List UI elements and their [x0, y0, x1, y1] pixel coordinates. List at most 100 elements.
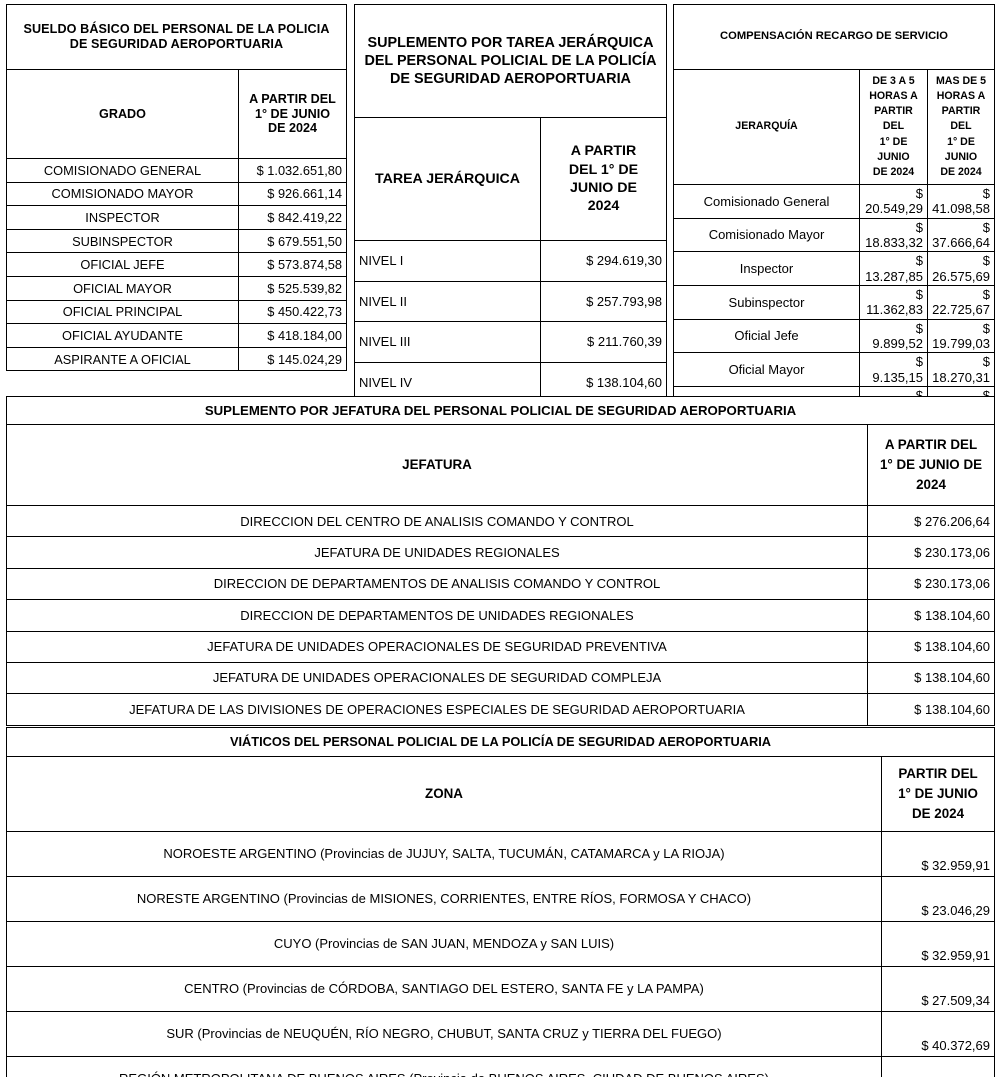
tarea-col-valor-line3: JUNIO DE [569, 180, 637, 196]
table-row: NOROESTE ARGENTINO (Provincias de JUJUY,… [6, 831, 996, 877]
viaticos-col-zona: ZONA [6, 756, 882, 832]
recargo-jerarquia: Oficial Jefe [673, 318, 860, 354]
recargo-jerarquia: Oficial Mayor [673, 352, 860, 387]
viaticos-zona: NORESTE ARGENTINO (Provincias de MISIONE… [6, 876, 882, 922]
tarea-nivel: NIVEL III [354, 321, 541, 363]
tarea-col-valor-line1: A PARTIR [570, 143, 637, 160]
table-row: OFICIAL AYUDANTE $ 418.184,00 [6, 323, 347, 348]
viaticos-col-valor-line2: 1° DE JUNIO [898, 785, 978, 801]
table-row: Comisionado Mayor $ 18.833,32 $ 37.666,6… [673, 217, 995, 253]
viaticos-col-valor-line3: DE 2024 [911, 806, 965, 822]
recargo-masde5-line4: 1° DE JUNIO [944, 135, 978, 163]
table-row: Inspector $ 13.287,85 $ 26.575,69 [673, 251, 995, 286]
recargo-de3a5-line3: PARTIR DEL [874, 105, 913, 133]
sueldo-valor: $ 450.422,73 [238, 299, 347, 325]
table-row: OFICIAL PRINCIPAL $ 450.422,73 [6, 299, 347, 325]
jefatura-nombre: DIRECCION DE DEPARTAMENTOS DE UNIDADES R… [6, 599, 868, 632]
recargo-col-de3a5: DE 3 A 5 HORAS A PARTIR DEL 1° DE JUNIO … [859, 69, 928, 185]
jefatura-col-jefatura: JEFATURA [6, 424, 868, 506]
tarea-valor: $ 211.760,39 [540, 321, 667, 363]
recargo-de3a5: $ 9.899,52 [859, 318, 928, 354]
viaticos-zona: CENTRO (Provincias de CÓRDOBA, SANTIAGO … [6, 966, 882, 1012]
table-row: CENTRO (Provincias de CÓRDOBA, SANTIAGO … [6, 966, 996, 1012]
table-row: DIRECCION DEL CENTRO DE ANALISIS COMANDO… [6, 504, 996, 538]
table-sueldo-basico: SUELDO BÁSICO DEL PERSONAL DE LA POLICIA… [6, 4, 347, 372]
recargo-de3a5: $ 9.135,15 [859, 352, 928, 387]
recargo-masde5-line1: MAS DE 5 [935, 75, 987, 88]
recargo-masde5-line2: HORAS A [936, 90, 986, 103]
tarea-nivel: NIVEL I [354, 240, 541, 282]
table-row: OFICIAL JEFE $ 573.874,58 [6, 252, 347, 277]
table-row: COMISIONADO GENERAL $ 1.032.651,80 [6, 158, 347, 183]
table-row: DIRECCION DE DEPARTAMENTOS DE UNIDADES R… [6, 599, 996, 632]
jefatura-nombre: DIRECCION DE DEPARTAMENTOS DE ANALISIS C… [6, 567, 868, 601]
sueldo-valor: $ 842.419,22 [238, 205, 347, 230]
jefatura-valor: $ 276.206,64 [866, 504, 996, 538]
table-row: REGIÓN METROPOLITANA DE BUENOS AIRES (Pr… [6, 1056, 996, 1077]
sueldo-grado: OFICIAL PRINCIPAL [6, 299, 239, 325]
sueldo-valor: $ 679.551,50 [238, 228, 347, 254]
sueldo-valor: $ 573.874,58 [238, 252, 347, 277]
viaticos-zona: REGIÓN METROPOLITANA DE BUENOS AIRES (Pr… [6, 1056, 882, 1077]
sueldo-grado: OFICIAL MAYOR [6, 275, 239, 301]
sueldo-grado: ASPIRANTE A OFICIAL [6, 346, 239, 372]
table-row: NIVEL I $ 294.619,30 [354, 240, 667, 282]
viaticos-col-valor: PARTIR DEL 1° DE JUNIO DE 2024 [880, 756, 996, 832]
jefatura-col-valor-line2: 1° DE JUNIO DE [879, 456, 983, 472]
tarea-jerarquica-title: SUPLEMENTO POR TAREA JERÁRQUICA DEL PERS… [354, 4, 667, 118]
viaticos-valor: $ 32.959,91 [880, 831, 996, 877]
sueldo-basico-title: SUELDO BÁSICO DEL PERSONAL DE LA POLICIA… [6, 4, 347, 70]
recargo-masde5-line3: PARTIR DEL [941, 105, 981, 133]
sueldo-valor: $ 145.024,29 [238, 346, 347, 372]
jefatura-valor: $ 230.173,06 [866, 536, 996, 569]
recargo-col-jerarquia: JERARQUÍA [673, 69, 860, 185]
table-row: JEFATURA DE UNIDADES REGIONALES $ 230.17… [6, 536, 996, 569]
jefatura-valor: $ 138.104,60 [866, 661, 996, 695]
tarea-col-valor-line4: 2024 [587, 198, 620, 215]
table-row: NORESTE ARGENTINO (Provincias de MISIONE… [6, 876, 996, 922]
table-row: SUR (Provincias de NEUQUÉN, RÍO NEGRO, C… [6, 1011, 996, 1057]
recargo-masde5: $ 22.725,67 [927, 284, 995, 320]
recargo-title: COMPENSACIÓN RECARGO DE SERVICIO [673, 4, 995, 70]
jefatura-col-valor-line1: A PARTIR DEL [884, 436, 978, 452]
table-row: ASPIRANTE A OFICIAL $ 145.024,29 [6, 346, 347, 372]
viaticos-title: VIÁTICOS DEL PERSONAL POLICIAL DE LA POL… [5, 727, 996, 757]
jefatura-valor: $ 138.104,60 [866, 630, 996, 663]
recargo-col-masde5: MAS DE 5 HORAS A PARTIR DEL 1° DE JUNIO … [927, 69, 995, 185]
viaticos-valor: $ 27.509,34 [880, 966, 996, 1012]
viaticos-valor: $ 40.372,69 [880, 1011, 996, 1057]
table-row: DIRECCION DE DEPARTAMENTOS DE ANALISIS C… [6, 567, 996, 601]
top-tables-band: SUELDO BÁSICO DEL PERSONAL DE LA POLICIA… [0, 0, 1000, 474]
jefatura-valor: $ 138.104,60 [866, 693, 996, 726]
recargo-de3a5: $ 11.362,83 [859, 284, 928, 320]
jefatura-col-valor: A PARTIR DEL 1° DE JUNIO DE 2024 [866, 424, 996, 506]
table-row: NIVEL II $ 257.793,98 [354, 280, 667, 322]
table-row: JEFATURA DE UNIDADES OPERACIONALES DE SE… [6, 661, 996, 695]
table-row: CUYO (Provincias de SAN JUAN, MENDOZA y … [6, 921, 996, 967]
recargo-de3a5-line2: HORAS A [869, 90, 918, 103]
viaticos-zona: SUR (Provincias de NEUQUÉN, RÍO NEGRO, C… [6, 1011, 882, 1057]
tarea-col-tarea: TAREA JERÁRQUICA [354, 117, 541, 241]
recargo-jerarquia: Inspector [673, 251, 860, 286]
sueldo-grado: COMISIONADO MAYOR [6, 181, 239, 207]
recargo-masde5: $ 26.575,69 [927, 251, 995, 286]
tarea-valor: $ 257.793,98 [540, 280, 667, 322]
viaticos-valor: $ 23.046,29 [880, 876, 996, 922]
recargo-jerarquia: Subinspector [673, 284, 860, 320]
tarea-valor: $ 138.104,60 [540, 361, 667, 403]
jefatura-nombre: JEFATURA DE LAS DIVISIONES DE OPERACIONE… [6, 693, 868, 726]
viaticos-zona: NOROESTE ARGENTINO (Provincias de JUJUY,… [6, 831, 882, 877]
sueldo-valor: $ 926.661,14 [238, 181, 347, 207]
sueldo-valor: $ 525.539,82 [238, 275, 347, 301]
recargo-jerarquia: Comisionado Mayor [673, 217, 860, 253]
recargo-jerarquia: Comisionado General [673, 184, 860, 219]
viaticos-col-valor-line1: PARTIR DEL [898, 765, 978, 781]
recargo-masde5: $ 19.799,03 [927, 318, 995, 354]
jefatura-valor: $ 230.173,06 [866, 567, 996, 601]
recargo-masde5-line5: DE 2024 [940, 165, 982, 178]
viaticos-zona: CUYO (Provincias de SAN JUAN, MENDOZA y … [6, 921, 882, 967]
table-row: Oficial Jefe $ 9.899,52 $ 19.799,03 [673, 318, 995, 354]
sueldo-valor: $ 418.184,00 [238, 323, 347, 348]
jefatura-nombre: DIRECCION DEL CENTRO DE ANALISIS COMANDO… [6, 504, 868, 538]
